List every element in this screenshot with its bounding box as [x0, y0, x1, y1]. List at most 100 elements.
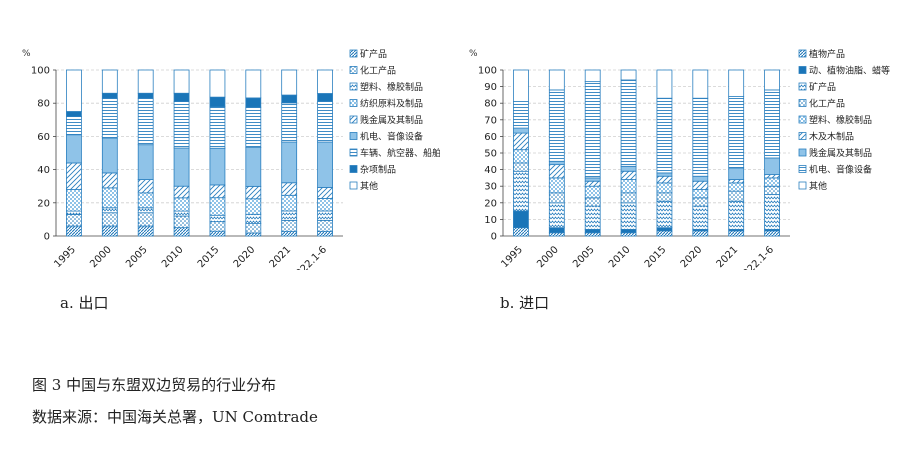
legend-label: 车辆、航空器、船舶等 — [360, 147, 440, 159]
legend-label: 化工产品 — [809, 98, 845, 110]
bar-segment — [245, 232, 262, 237]
bar-segment — [137, 212, 154, 227]
bar-segment — [209, 214, 226, 223]
bar-segment — [656, 230, 673, 237]
x-tick-label: 2021 — [715, 244, 741, 270]
y-tick-label: 60 — [484, 132, 497, 143]
bar-segment — [620, 228, 637, 234]
export-chart: % 0 20 40 60 80 100 1995 2000 2005 2010 2015 2020 202… — [22, 48, 440, 270]
bar-segment — [548, 192, 565, 204]
bar-segment — [548, 177, 565, 194]
bar-segment — [66, 134, 82, 164]
x-tick-label: 2000 — [535, 244, 561, 270]
bar-segment — [728, 96, 745, 169]
bar-segment — [692, 230, 709, 237]
legend-swatch — [798, 181, 807, 190]
y-tick-label: 20 — [37, 198, 50, 209]
bar-segment — [66, 162, 82, 190]
bar-segment — [728, 69, 745, 97]
import-subtitle: b. 进口 — [500, 294, 550, 312]
legend-swatch — [349, 99, 358, 107]
bar-segment — [513, 69, 529, 102]
bar-segment — [513, 227, 529, 237]
legend-swatch — [798, 132, 807, 140]
bar-segment — [101, 97, 118, 139]
bar-segment — [513, 101, 529, 129]
bar-segment — [209, 96, 226, 108]
bar-segment — [728, 179, 745, 184]
legend-label: 塑料、橡胶制品 — [360, 81, 423, 93]
y-tick-label: 40 — [484, 165, 497, 176]
bar-segment — [764, 194, 780, 230]
bar-segment — [173, 185, 190, 199]
bar-segment — [728, 190, 745, 202]
legend-label: 机电、音像设备 — [809, 164, 872, 176]
bar-segment — [137, 97, 154, 146]
legend-swatch — [349, 82, 358, 91]
bar-segment — [317, 100, 333, 143]
bar-segment — [66, 69, 82, 112]
bar-segment — [317, 230, 333, 237]
y-tick-label: 40 — [37, 165, 50, 176]
legend-label: 矿产品 — [809, 81, 836, 93]
bar-segment — [66, 189, 82, 212]
bar-segment — [584, 177, 601, 182]
bar-segment — [317, 210, 333, 221]
legend-swatch — [349, 165, 358, 173]
bar-segment — [548, 69, 565, 91]
bar-segment — [245, 213, 262, 224]
bar-segment — [173, 210, 190, 217]
legend-label: 其他 — [360, 180, 378, 192]
bar-segment — [245, 106, 262, 148]
x-tick-label: 2010 — [607, 244, 633, 270]
bar-segment — [656, 182, 673, 194]
bar-segment — [728, 182, 745, 192]
bar-segment — [620, 165, 637, 172]
bar-segment — [173, 215, 190, 229]
bar-segment — [656, 227, 673, 232]
bar-segment — [209, 184, 226, 199]
bar-segment — [173, 197, 190, 212]
legend-label: 杂项制品 — [360, 164, 396, 176]
bar-segment — [620, 179, 637, 194]
bar-segment — [281, 219, 298, 232]
bar-segment — [548, 232, 565, 237]
bar-segment — [281, 69, 298, 96]
bar-segment — [548, 160, 565, 166]
legend-label: 木及木制品 — [809, 131, 854, 143]
bar-segment — [281, 230, 298, 237]
legend-swatch — [798, 165, 807, 173]
bar-segment — [281, 94, 298, 104]
figure-caption: 图 3 中国与东盟双边贸易的行业分布 — [32, 376, 277, 394]
bar-segment — [317, 219, 333, 232]
y-tick-label: 30 — [484, 182, 497, 193]
bar-segment — [281, 210, 298, 221]
bar-segment — [764, 69, 780, 91]
legend-swatch — [798, 66, 807, 74]
legend-swatch — [349, 115, 358, 124]
x-tick-label: 2015 — [196, 244, 222, 270]
bar-segment — [513, 210, 529, 229]
bar-segment — [173, 92, 190, 102]
bar-segment — [317, 141, 333, 188]
bar-segment — [656, 175, 673, 184]
legend-label: 化工产品 — [360, 65, 396, 77]
bar-segment — [656, 192, 673, 202]
y-tick-label: 0 — [44, 232, 50, 243]
bar-segment — [728, 167, 745, 180]
bar-segment — [101, 212, 118, 227]
bar-segment — [66, 214, 82, 227]
bar-segment — [584, 228, 601, 234]
legend-swatch — [798, 82, 807, 91]
bar-segment — [137, 179, 154, 194]
bar-segment — [209, 197, 226, 216]
legend-swatch — [349, 132, 358, 140]
bar-segment — [173, 227, 190, 237]
bar-segment — [692, 205, 709, 230]
bar-segment — [173, 147, 190, 187]
bar-segment — [620, 202, 637, 230]
y-tick-label: 100 — [31, 66, 50, 77]
bar-segment — [101, 187, 118, 209]
bar-segment — [317, 93, 333, 102]
bar-segment — [137, 207, 154, 214]
